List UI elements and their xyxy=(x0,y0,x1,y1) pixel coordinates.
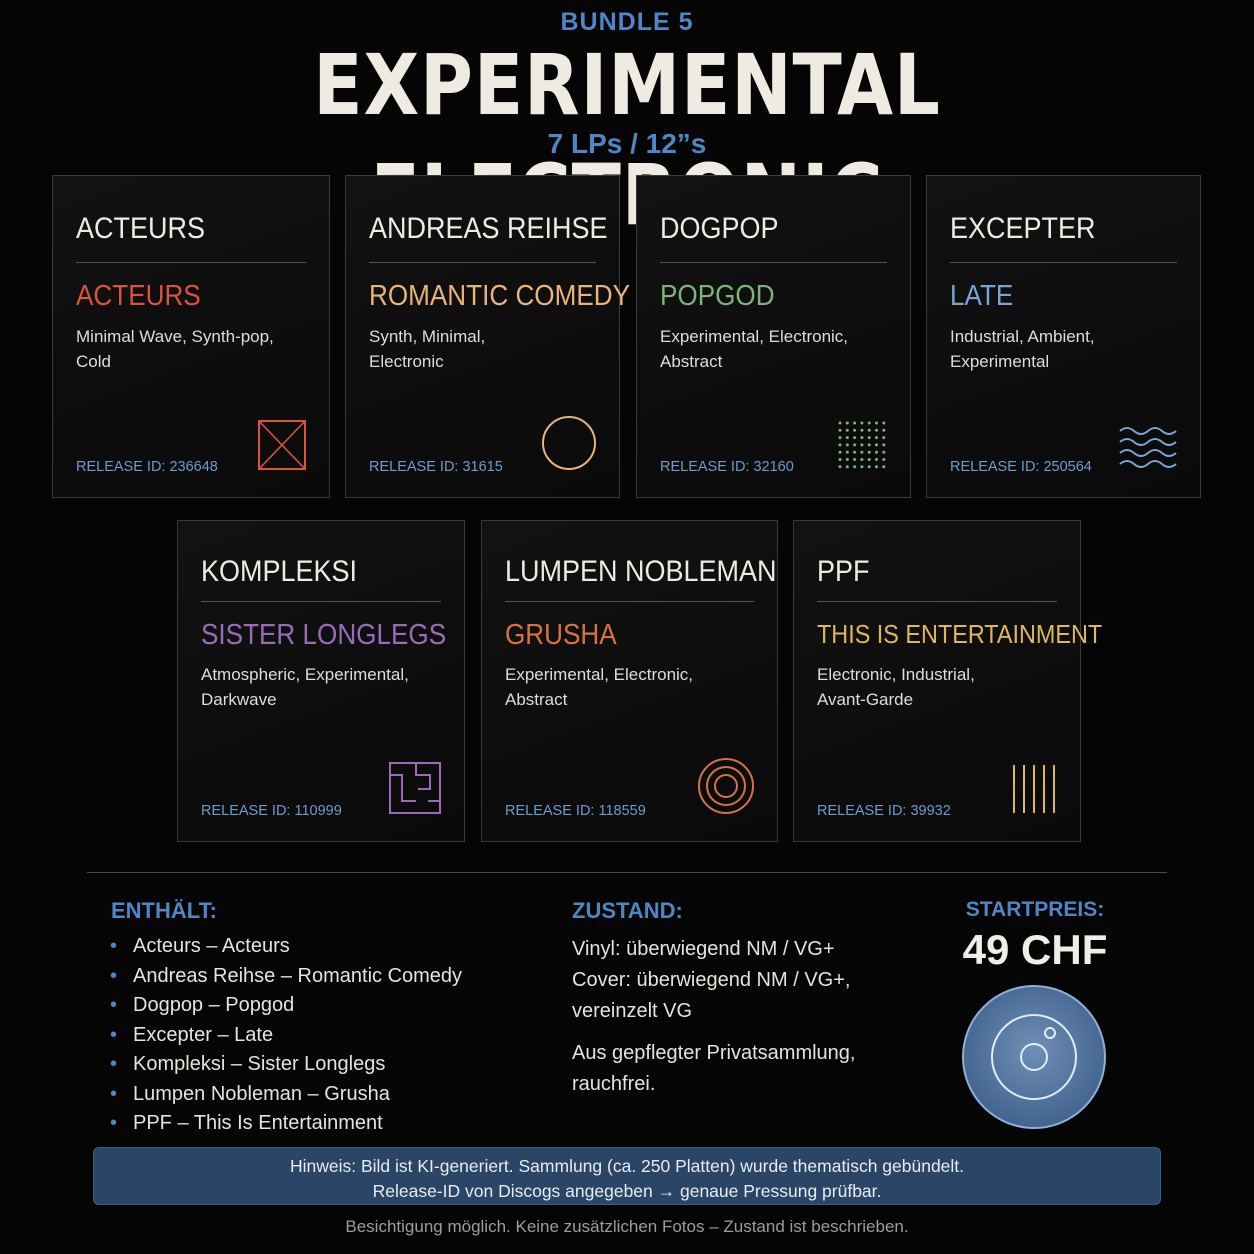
card-release-id: RELEASE ID: 110999 xyxy=(201,803,342,819)
card-release-id: RELEASE ID: 31615 xyxy=(369,459,503,475)
list-item: Acteurs – Acteurs xyxy=(110,932,462,962)
waves-icon xyxy=(1119,427,1177,468)
dot-grid-icon xyxy=(838,421,886,469)
record-card-excepter: EXCEPTER LATE Industrial, Ambient, Experi… xyxy=(926,175,1201,498)
card-divider xyxy=(660,262,887,263)
contents-list: Acteurs – Acteurs Andreas Reihse – Roman… xyxy=(110,932,462,1139)
card-artist: KOMPLEKSI xyxy=(201,555,358,588)
card-album: LATE xyxy=(950,280,1014,312)
card-genres: Experimental, Electronic, Abstract xyxy=(505,665,694,709)
price-heading: STARTPREIS: xyxy=(965,898,1105,921)
card-genres: Minimal Wave, Synth-pop, Cold xyxy=(76,327,274,371)
card-divider xyxy=(950,262,1177,263)
card-album: POPGOD xyxy=(660,280,775,312)
crossed-square-icon xyxy=(258,420,306,470)
card-artist: PPF xyxy=(817,555,870,588)
notice-line: Release-ID von Discogs angegeben → genau… xyxy=(372,1181,882,1201)
condition-heading: ZUSTAND: xyxy=(572,898,683,923)
condition-text: Vinyl: überwiegend NM / VG+ Cover: überw… xyxy=(572,938,856,1095)
card-release-id: RELEASE ID: 39932 xyxy=(817,803,951,819)
card-genres: Electronic, Industrial, Avant-Garde xyxy=(817,665,975,709)
record-card-dogpop: DOGPOP POPGOD Experimental, Electronic, A… xyxy=(636,175,911,498)
notice-line: Hinweis: Bild ist KI-generiert. Sammlung… xyxy=(289,1156,965,1176)
card-album: ACTEURS xyxy=(76,280,201,312)
list-item: Excepter – Late xyxy=(110,1021,462,1051)
maze-square-icon xyxy=(389,762,441,814)
card-artist: ACTEURS xyxy=(76,212,206,245)
page-subtitle: 7 LPs / 12”s xyxy=(547,128,707,159)
record-card-ppf: PPF THIS IS ENTERTAINMENT Electronic, In… xyxy=(793,520,1102,842)
card-genres: Industrial, Ambient, Experimental xyxy=(950,327,1095,371)
card-artist: ANDREAS REIHSE xyxy=(369,212,608,245)
card-album: ROMANTIC COMEDY xyxy=(369,280,630,312)
record-card-acteurs: ACTEURS ACTEURS Minimal Wave, Synth-pop,… xyxy=(52,175,330,498)
card-divider xyxy=(505,601,754,602)
concentric-circles-icon xyxy=(698,758,754,814)
list-item: PPF – This Is Entertainment xyxy=(110,1109,462,1139)
card-release-id: RELEASE ID: 32160 xyxy=(660,459,794,475)
circle-icon xyxy=(542,416,596,470)
record-card-andreas-reihse: ANDREAS REIHSE ROMANTIC COMEDY Synth, Mi… xyxy=(345,175,630,498)
card-release-id: RELEASE ID: 118559 xyxy=(505,803,646,819)
vertical-lines-icon xyxy=(1013,765,1055,813)
list-item: Lumpen Nobleman – Grusha xyxy=(110,1080,462,1110)
price-value: 49 CHF xyxy=(962,926,1108,973)
contents-heading: ENTHÄLT: xyxy=(111,898,217,923)
list-item: Andreas Reihse – Romantic Comedy xyxy=(110,962,462,992)
card-divider xyxy=(369,262,596,263)
card-album: GRUSHA xyxy=(505,619,617,651)
card-divider xyxy=(76,262,306,263)
card-album: THIS IS ENTERTAINMENT xyxy=(817,619,1103,649)
list-item: Kompleksi – Sister Longlegs xyxy=(110,1050,462,1080)
bundle-label: BUNDLE 5 xyxy=(560,8,694,36)
list-item: Dogpop – Popgod xyxy=(110,991,462,1021)
card-divider xyxy=(201,601,441,602)
card-artist: DOGPOP xyxy=(660,212,779,245)
ai-notice-banner: Hinweis: Bild ist KI-generiert. Sammlung… xyxy=(93,1147,1161,1205)
card-genres: Experimental, Electronic, Abstract xyxy=(660,327,849,371)
record-card-kompleksi: KOMPLEKSI SISTER LONGLEGS Atmospheric, E… xyxy=(177,520,465,842)
card-release-id: RELEASE ID: 250564 xyxy=(950,459,1092,475)
card-release-id: RELEASE ID: 236648 xyxy=(76,459,218,475)
footer-note: Besichtigung möglich. Keine zusätzlichen… xyxy=(345,1217,909,1236)
card-genres: Atmospheric, Experimental, Darkwave xyxy=(201,665,409,709)
record-card-lumpen-nobleman: LUMPEN NOBLEMAN GRUSHA Experimental, Ele… xyxy=(481,520,778,842)
card-artist: LUMPEN NOBLEMAN xyxy=(505,555,777,588)
card-divider xyxy=(817,601,1057,602)
vinyl-record-icon xyxy=(962,985,1106,1129)
card-artist: EXCEPTER xyxy=(950,212,1096,245)
section-divider xyxy=(87,872,1167,873)
card-genres: Synth, Minimal, Electronic xyxy=(369,327,486,371)
card-album: SISTER LONGLEGS xyxy=(201,619,447,651)
